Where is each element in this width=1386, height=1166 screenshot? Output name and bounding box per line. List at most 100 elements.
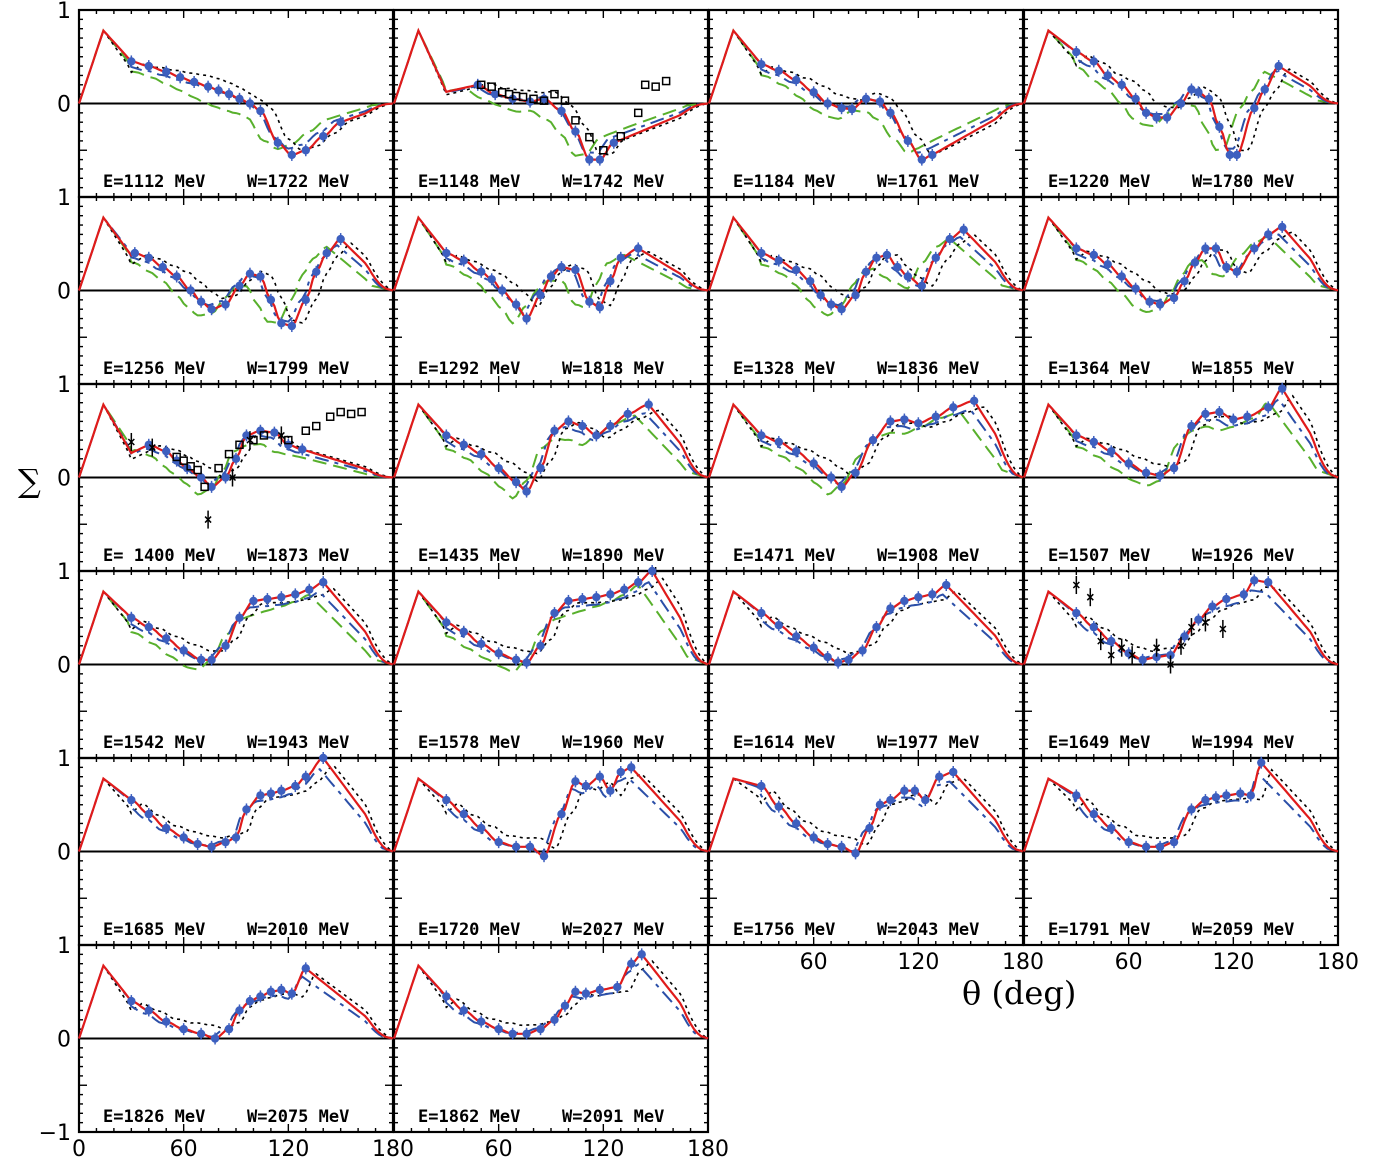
square-data-point <box>487 82 496 91</box>
data-point <box>595 985 605 995</box>
data-point <box>1204 94 1214 104</box>
data-point <box>536 1024 545 1034</box>
w-label: W=1855 MeV <box>1192 359 1294 379</box>
cross-data-point <box>246 436 254 444</box>
data-point <box>757 608 766 618</box>
square-data-point <box>301 426 311 435</box>
data-point <box>816 290 825 300</box>
data-point <box>792 265 801 275</box>
data-point <box>847 104 857 114</box>
red-solid-curve <box>77 215 394 328</box>
data-point <box>1236 789 1245 798</box>
data-point <box>224 1024 234 1034</box>
cross-data-point <box>1072 581 1080 589</box>
data-point <box>774 802 783 811</box>
data-point <box>1155 471 1165 480</box>
x-tick-label: 180 <box>1317 950 1359 975</box>
data-point <box>595 772 605 781</box>
panel: E=1112 MeV W=1722 MeV 1 0 <box>57 0 395 199</box>
panel: E=1471 MeV W=1908 MeV <box>707 382 1025 573</box>
data-point <box>1201 409 1210 419</box>
cross-data-point <box>148 444 156 452</box>
data-point <box>616 253 625 262</box>
data-point <box>536 641 545 650</box>
square-data-point <box>616 131 626 141</box>
blue-dashdot-curve <box>708 589 1024 666</box>
data-point <box>536 463 545 473</box>
red-solid-curve <box>392 215 709 321</box>
data-point <box>224 89 234 99</box>
data-point <box>221 641 230 650</box>
black-dotted-curve <box>1023 394 1339 479</box>
data-point <box>487 275 496 284</box>
data-point <box>837 482 846 492</box>
data-point <box>914 419 923 428</box>
blue-dashdot-curve <box>393 402 709 490</box>
data-point <box>837 103 846 113</box>
data-point <box>644 400 653 409</box>
panel: E=1184 MeV W=1761 MeV <box>707 8 1025 199</box>
data-point <box>158 262 167 272</box>
square-data-point <box>518 92 528 102</box>
square-data-point <box>179 456 188 465</box>
data-point <box>1107 447 1116 456</box>
data-point <box>1243 412 1252 421</box>
blue-dashdot-curve <box>78 28 394 150</box>
panel: E=1826 MeV W=2075 MeV 1 0 −1 <box>39 934 395 1146</box>
y-tick-label: 1 <box>57 186 71 211</box>
data-point <box>1250 576 1259 585</box>
data-point <box>144 1006 153 1015</box>
data-point <box>851 468 860 478</box>
data-point <box>809 643 818 652</box>
cross-data-point <box>1177 642 1185 650</box>
square-data-point <box>325 412 335 421</box>
red-solid-curve <box>77 963 394 1040</box>
data-point <box>442 248 451 258</box>
square-data-point <box>539 96 549 105</box>
data-point <box>459 256 468 265</box>
energy-label: E=1791 MeV <box>1048 920 1150 940</box>
data-point <box>571 777 580 786</box>
data-point <box>837 842 846 852</box>
cross-data-point <box>204 516 212 524</box>
data-point <box>127 795 136 805</box>
black-dotted-curve <box>393 960 709 1040</box>
data-point <box>969 396 979 406</box>
data-point <box>872 253 881 262</box>
red-solid-curve <box>707 215 1024 311</box>
data-point <box>1089 622 1098 632</box>
black-dotted-curve <box>393 773 709 853</box>
data-point <box>823 652 832 662</box>
data-point <box>757 781 766 791</box>
w-label: W=1799 MeV <box>247 359 349 379</box>
data-point <box>774 66 783 75</box>
data-point <box>851 290 860 300</box>
data-point <box>557 262 566 272</box>
data-point <box>585 297 594 306</box>
data-point <box>1117 272 1126 281</box>
data-point <box>949 403 958 412</box>
panel: E=1791 MeV W=2059 MeV <box>1022 756 1340 947</box>
green-dashed-curve <box>708 28 1024 155</box>
data-point <box>1072 791 1081 800</box>
data-point <box>550 608 559 618</box>
energy-label: E=1862 MeV <box>418 1107 520 1127</box>
data-point <box>875 97 885 106</box>
data-point <box>585 155 594 164</box>
data-point <box>508 1029 517 1039</box>
data-point <box>235 613 244 622</box>
data-point <box>886 604 895 613</box>
w-label: W=2059 MeV <box>1192 920 1294 940</box>
data-point <box>868 435 878 445</box>
data-point <box>1264 403 1273 412</box>
data-point <box>536 290 545 300</box>
data-point <box>627 763 636 772</box>
x-tick-label: 0 <box>72 1137 86 1162</box>
data-point <box>1152 113 1161 122</box>
square-data-point <box>235 440 244 450</box>
green-dashed-curve <box>393 215 709 325</box>
data-point <box>221 300 230 309</box>
data-point <box>235 1006 244 1015</box>
panel: E=1720 MeV W=2027 MeV <box>392 756 710 947</box>
data-point <box>144 622 153 632</box>
